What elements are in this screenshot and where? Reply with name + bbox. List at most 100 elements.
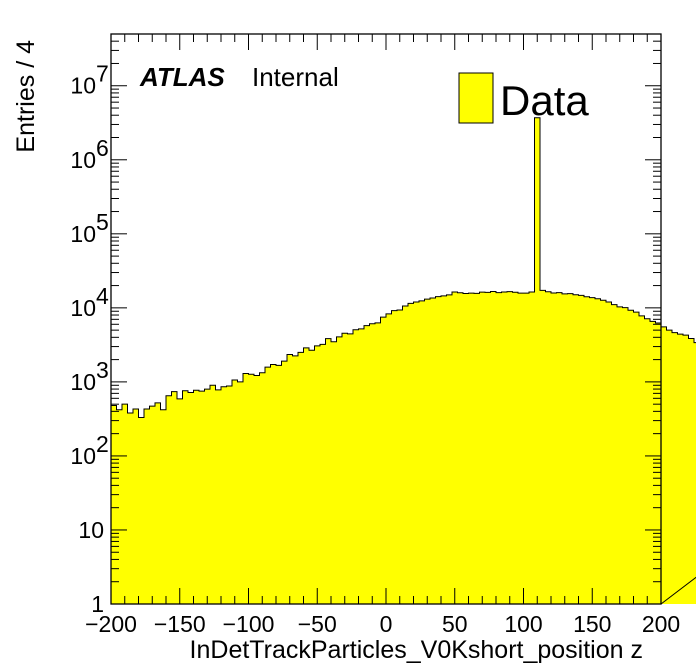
x-axis-title: InDetTrackParticles_V0Kshort_position z (190, 636, 643, 664)
histogram-bar (639, 315, 645, 604)
histogram-bar (265, 367, 271, 604)
histogram-bar (694, 342, 696, 604)
histogram-bar (408, 303, 414, 604)
histogram-bar (677, 334, 684, 604)
histogram-bar (540, 290, 546, 604)
histogram-bar (479, 292, 486, 604)
x-tick-label: 50 (442, 611, 468, 637)
histogram-bar (650, 321, 656, 604)
y-tick-label-base: 10 (70, 147, 96, 173)
histogram-bar (534, 117, 541, 605)
y-tick-label-exponent: 6 (96, 135, 109, 161)
histogram-bar (556, 292, 563, 604)
x-tick-label: −150 (154, 611, 206, 637)
x-tick-label: 150 (573, 611, 611, 637)
histogram-bar (127, 413, 134, 604)
histogram-bar (551, 293, 557, 604)
histogram-bar (512, 292, 519, 604)
legend-swatch-data (458, 72, 494, 124)
histogram-bar (177, 398, 183, 604)
histogram-bar (314, 345, 321, 604)
histogram-bar (199, 391, 205, 604)
histogram-bar (529, 291, 535, 604)
histogram-bar (287, 354, 293, 604)
y-tick-label-base: 10 (70, 443, 96, 469)
histogram-bar (243, 373, 249, 604)
histogram-bar (320, 344, 326, 604)
y-tick-label: 10 3 (70, 357, 108, 395)
y-tick-label: 10 4 (70, 283, 109, 321)
y-axis-title: Entries / 4 (12, 40, 40, 153)
histogram-bar (204, 389, 211, 604)
status-label: Internal (252, 62, 339, 92)
histogram-bar (628, 310, 634, 604)
histogram-bar (446, 294, 453, 604)
histogram-bar (380, 317, 387, 604)
histogram-bar (413, 301, 420, 604)
histogram-bar (171, 391, 178, 604)
histogram-bar (567, 293, 574, 604)
histogram-bar (364, 325, 370, 604)
histogram-bar (633, 312, 640, 604)
histogram-bar (342, 333, 348, 604)
histogram-bar (424, 299, 431, 604)
histogram-bar (133, 409, 139, 604)
histogram-bar (386, 313, 392, 604)
histogram-bar (232, 380, 238, 604)
histogram-bar (166, 395, 172, 604)
histogram-bar (325, 338, 332, 604)
histogram-bar (309, 350, 315, 604)
y-tick-label-exponent: 2 (96, 431, 109, 457)
y-tick-label-exponent: 4 (96, 283, 109, 309)
histogram-bar (336, 336, 343, 604)
histogram-bar (457, 292, 464, 604)
histogram-bar (611, 304, 618, 604)
histogram-bar (573, 294, 579, 604)
legend-label-data: Data (500, 77, 589, 124)
histogram-bar (116, 409, 123, 604)
histogram-bar (259, 372, 266, 604)
histogram-bar (562, 293, 568, 604)
histogram-bar (122, 404, 128, 604)
y-tick-label: 10 5 (70, 209, 108, 247)
y-tick-label-base: 1 (91, 591, 104, 617)
histogram-bar (419, 300, 425, 604)
histogram-bar (518, 293, 524, 604)
y-tick-label-exponent: 7 (96, 61, 109, 87)
histogram-bar (144, 409, 150, 604)
histogram-bar (463, 293, 469, 604)
histogram-bar (622, 307, 629, 604)
histogram-bar (468, 293, 475, 604)
x-tick-label: −200 (85, 611, 137, 637)
histogram-bar (672, 332, 678, 604)
histogram-bar (138, 417, 145, 604)
atlas-label: ATLAS (139, 62, 225, 92)
y-tick-label: 10 2 (70, 431, 108, 469)
histogram-bar (496, 292, 502, 604)
histogram-bar (281, 361, 288, 604)
histogram-outline (110, 117, 696, 605)
y-tick-label-base: 10 (70, 369, 96, 395)
histogram-bar (292, 355, 299, 604)
histogram-bar (270, 364, 277, 604)
histogram-bar (182, 390, 189, 604)
y-tick-label-exponent: 3 (96, 357, 109, 383)
x-tick-label: −50 (298, 611, 337, 637)
histogram-bar (111, 405, 117, 604)
histogram-bar (155, 402, 161, 604)
axis-ticks (110, 33, 662, 605)
histogram-bar (435, 296, 442, 604)
x-tick-label: 100 (504, 611, 542, 637)
x-tick-label: 0 (380, 611, 393, 637)
histogram-bar (501, 291, 508, 604)
histogram-bar (600, 300, 607, 604)
x-tick-label: −100 (223, 611, 275, 637)
histogram-bar (397, 310, 403, 604)
y-tick-label-base: 10 (70, 295, 96, 321)
histogram-bar (452, 292, 458, 604)
histogram-bar (375, 322, 381, 604)
y-tick-label: 10 7 (70, 61, 108, 99)
histogram-bar (430, 297, 436, 604)
histogram-bar (369, 323, 376, 604)
